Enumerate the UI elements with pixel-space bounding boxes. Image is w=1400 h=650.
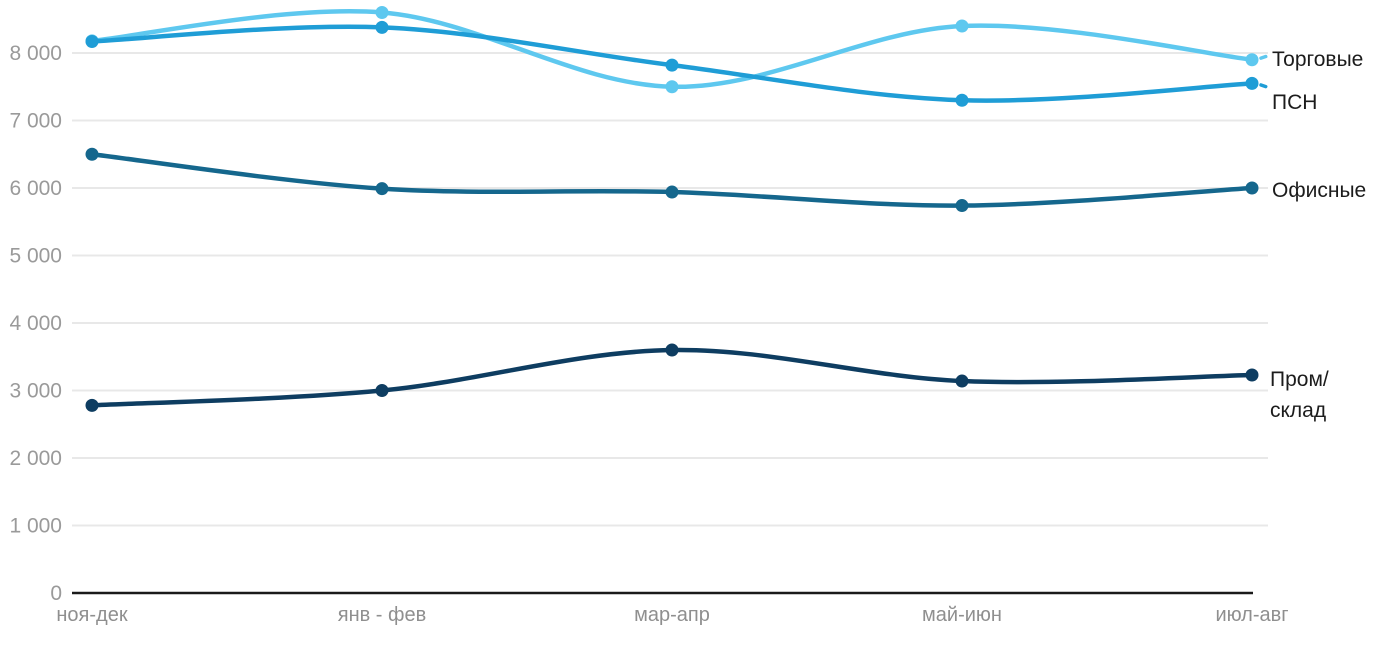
series-line-0 — [89, 9, 1255, 90]
data-point — [665, 58, 679, 72]
data-point — [1245, 368, 1259, 382]
data-point — [85, 35, 99, 49]
data-point — [85, 147, 99, 161]
series-line-3 — [89, 347, 1255, 408]
y-tick-label: 7 000 — [9, 110, 62, 133]
x-tick-label: мар-апр — [634, 604, 710, 626]
series-label-ofisnye: Офисные — [1272, 179, 1367, 202]
y-tick-label: 0 — [50, 582, 62, 605]
data-point — [375, 182, 389, 196]
data-point — [1245, 181, 1259, 195]
data-point — [665, 185, 679, 199]
y-tick-label: 3 000 — [9, 380, 62, 403]
trend-dash — [1259, 83, 1270, 90]
x-tick-label: ноя-дек — [56, 604, 127, 626]
series-label-prom-sklad: Пром/ склад — [1270, 368, 1329, 422]
x-tick-label: май-июн — [922, 604, 1002, 626]
series-label-torgovye: Торговые — [1272, 48, 1364, 71]
y-tick-label: 6 000 — [9, 177, 62, 200]
data-point — [955, 93, 969, 107]
y-tick-label: 4 000 — [9, 312, 62, 335]
data-point — [665, 80, 679, 94]
data-point — [665, 343, 679, 357]
y-tick-label: 1 000 — [9, 515, 62, 538]
data-point — [375, 6, 389, 19]
data-point — [955, 19, 969, 33]
data-point — [955, 374, 969, 388]
y-tick-label: 5 000 — [9, 245, 62, 268]
data-point — [85, 398, 99, 412]
x-tick-label: янв - фев — [338, 604, 426, 626]
data-point — [375, 20, 389, 34]
series-label-psn: ПСН — [1272, 91, 1318, 114]
data-point — [1245, 76, 1259, 90]
trend-dash — [1259, 54, 1270, 60]
y-tick-label: 8 000 — [9, 42, 62, 65]
data-point — [1245, 53, 1259, 67]
data-point — [955, 199, 969, 213]
y-tick-label: 2 000 — [9, 447, 62, 470]
data-point — [375, 384, 389, 397]
x-tick-label: июл-авг — [1215, 604, 1288, 626]
